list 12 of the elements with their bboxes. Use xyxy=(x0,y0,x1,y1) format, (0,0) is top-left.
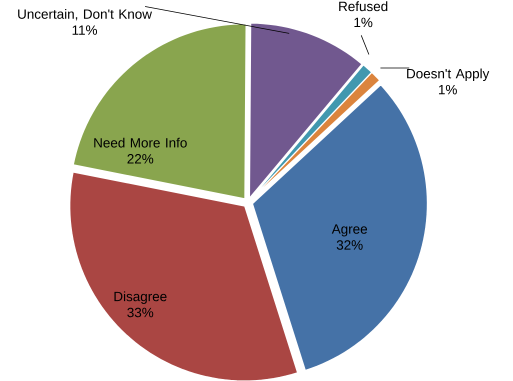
data-label: 1% xyxy=(354,18,372,27)
slice-label: Doesn't Apply xyxy=(407,68,490,81)
slice-label: Agree xyxy=(332,224,368,236)
data-label: 22% xyxy=(127,154,154,164)
data-label: 32% xyxy=(336,240,363,250)
slice-label: Need More Info xyxy=(94,137,187,148)
slice-label: Uncertain, Don't Know xyxy=(18,8,152,20)
slice-label: Refused xyxy=(339,1,388,11)
slice-label: Disagree xyxy=(114,291,167,304)
data-label: 33% xyxy=(127,308,154,318)
data-label: 11% xyxy=(72,25,98,35)
data-label: 1% xyxy=(438,84,457,94)
